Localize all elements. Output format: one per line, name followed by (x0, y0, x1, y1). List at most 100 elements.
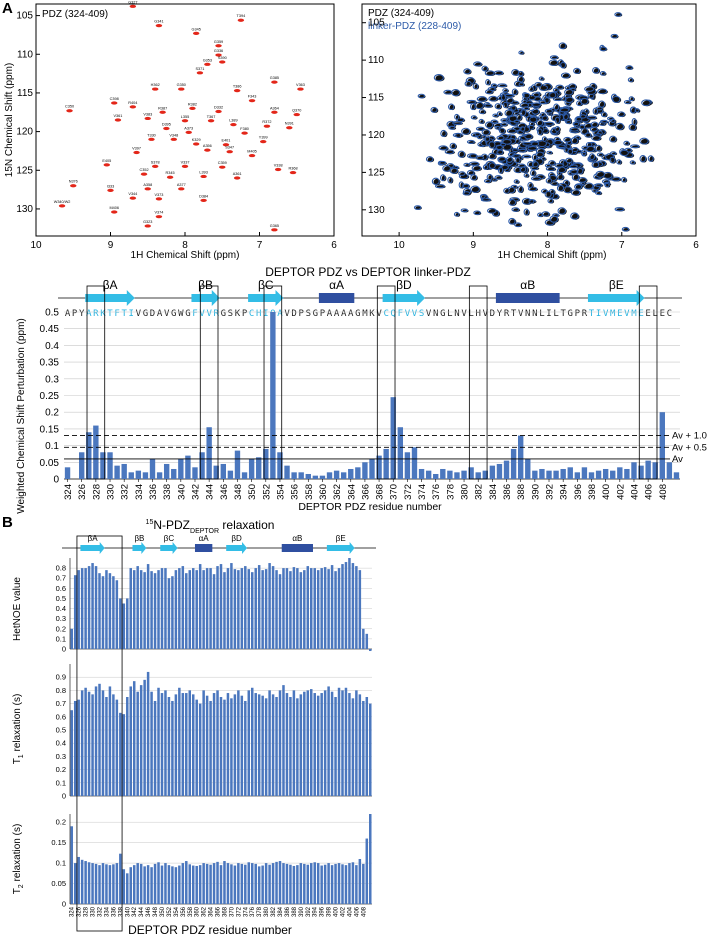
csp-bar (440, 468, 446, 479)
peak-blue (500, 93, 507, 101)
y-tick-label: 0.7 (56, 574, 66, 583)
t1-bar (191, 694, 195, 796)
peak-blue (513, 119, 520, 124)
hetnoe-bar (330, 565, 334, 649)
hetnoe-bar (369, 649, 372, 652)
x-tick-label: 334 (104, 906, 110, 917)
peak (215, 44, 222, 48)
hetnoe-bar (264, 569, 268, 649)
t2-bar (320, 865, 323, 904)
sequence-residue: V (483, 309, 489, 319)
peak (271, 228, 278, 232)
csp-bar (418, 468, 425, 479)
sequence-residue: T (107, 309, 113, 319)
t2-bar (344, 865, 348, 904)
y-tick-label: 0.2 (56, 818, 66, 827)
y-tick-label: 0.6 (56, 712, 66, 721)
t1-bar (233, 694, 237, 796)
hetnoe-bar (181, 566, 185, 649)
sequence-residue: Q (391, 309, 396, 319)
peak-blue (572, 121, 580, 127)
peak-blue (568, 83, 577, 90)
csp-bar (234, 450, 241, 479)
t2-bar (198, 865, 202, 904)
y-tick-label: 0.2 (56, 765, 66, 774)
t2-bar (268, 864, 271, 904)
sequence-residue: V (426, 309, 432, 319)
y-tick-label: 0 (62, 792, 66, 801)
peak-blue (488, 95, 498, 102)
sequence-residue: I (546, 309, 551, 319)
x-tick-label: 354 (174, 906, 180, 917)
peak (219, 60, 226, 64)
peak (289, 170, 297, 175)
csp-bar (171, 468, 177, 479)
nmr-left-xlabel: 1H Chemical Shift (ppm) (131, 250, 240, 261)
peak-blue (433, 74, 444, 82)
peak-blue (480, 197, 491, 202)
hetnoe-bar (320, 568, 323, 649)
hetnoe-bar (185, 573, 188, 649)
peak (271, 80, 278, 84)
peak-label: A356 (203, 144, 212, 148)
peak (129, 196, 137, 200)
peak (181, 119, 189, 123)
t1-bar (303, 691, 306, 796)
peak-blue (541, 136, 547, 142)
x-tick-label: 346 (146, 906, 152, 917)
peak-blue (496, 111, 503, 117)
peak-blue (599, 119, 608, 124)
hetnoe-bar (191, 568, 195, 649)
alpha-helix-bar (281, 544, 313, 552)
peak-label: R404 (128, 101, 137, 105)
sequence-residue: E (660, 309, 665, 319)
t2-bar (296, 865, 299, 904)
hetnoe-bar (115, 580, 119, 649)
x-tick-label: 368 (222, 906, 228, 917)
peak-label: R382 (188, 102, 197, 106)
t1-bar (240, 695, 244, 796)
csp-bar (340, 472, 347, 479)
peak-label: R368 (288, 167, 297, 171)
peak-blue (501, 138, 512, 145)
peak-blue (565, 157, 573, 164)
beta-strand-arrow (326, 542, 355, 554)
t2-bar (299, 863, 303, 904)
x-tick-label: 9 (108, 240, 114, 251)
x-tick-label: 340 (125, 906, 131, 917)
sequence-residue: L (468, 309, 473, 319)
x-tick-label: 362 (332, 484, 343, 500)
peak-blue (522, 141, 533, 146)
peak-blue (478, 118, 485, 124)
x-tick-label: 378 (257, 906, 263, 917)
x-tick-label: 6 (331, 240, 337, 251)
hetnoe-bar (289, 571, 292, 649)
x-tick-label: 332 (120, 484, 131, 500)
csp-bar (553, 470, 559, 479)
peak (133, 150, 140, 155)
t1-bar (237, 690, 240, 796)
t2-bar (77, 856, 80, 904)
sequence-residue: F (398, 309, 403, 319)
t1-bar (271, 694, 275, 796)
beta-strand-arrow (80, 542, 105, 554)
peak (155, 24, 163, 28)
peak-blue (484, 70, 495, 76)
csp-bar (390, 397, 396, 479)
csp-bar (581, 467, 588, 479)
sequence-residue: F (192, 309, 197, 319)
sequence-residue: G (355, 309, 360, 319)
t1-bar (337, 687, 341, 796)
x-tick-label: 380 (460, 484, 471, 500)
beta-strand-arrow (248, 290, 284, 306)
sequence-residue: C (249, 309, 254, 319)
peak-blue (527, 181, 534, 189)
x-tick-label: 340 (176, 484, 187, 500)
csp-bar (79, 452, 85, 479)
panel-b-letter: B (2, 514, 13, 531)
t2-ylabel: T2 relaxation (s) (12, 824, 25, 895)
peak (66, 109, 73, 113)
sequence-residue: L (653, 309, 658, 319)
peak-blue (491, 83, 498, 88)
t1-bar (139, 685, 143, 796)
